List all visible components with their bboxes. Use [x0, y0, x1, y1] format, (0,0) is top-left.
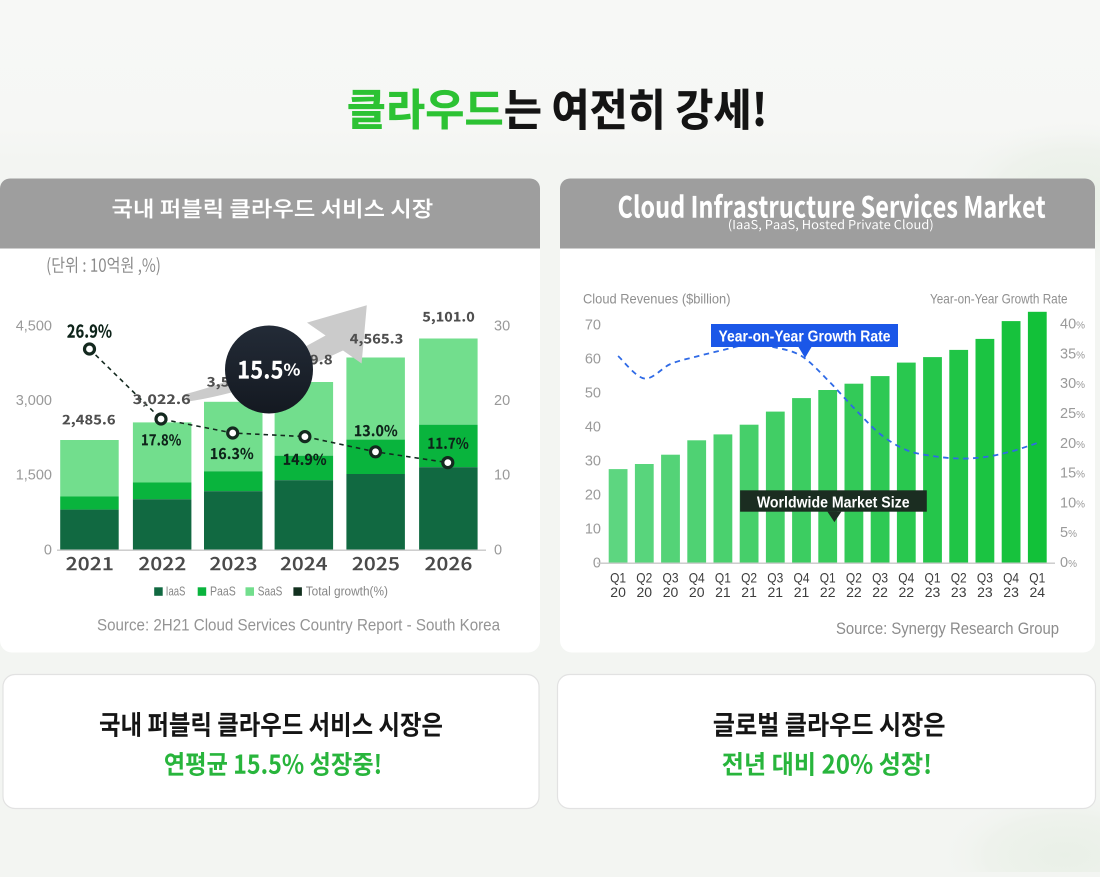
svg-text:Q1: Q1 [610, 569, 626, 585]
svg-text:Cloud Revenues ($billion): Cloud Revenues ($billion) [583, 291, 731, 307]
svg-text:Year-on-Year Growth Rate: Year-on-Year Growth Rate [930, 291, 1068, 307]
svg-text:IaaS: IaaS [166, 583, 186, 598]
svg-text:Total growth(%): Total growth(%) [306, 583, 388, 598]
svg-text:Q1: Q1 [925, 569, 941, 585]
svg-text:20: 20 [610, 584, 626, 600]
svg-text:PaaS: PaaS [210, 583, 236, 598]
svg-text:40%: 40% [1060, 317, 1085, 333]
svg-text:Q2: Q2 [741, 569, 757, 585]
svg-text:Q4: Q4 [898, 569, 914, 585]
svg-text:70: 70 [585, 318, 601, 334]
svg-text:25%: 25% [1060, 406, 1085, 422]
svg-text:Q1: Q1 [715, 569, 731, 585]
svg-text:10%: 10% [1060, 495, 1085, 511]
svg-text:30: 30 [494, 318, 510, 334]
svg-text:Worldwide Market Size: Worldwide Market Size [757, 495, 910, 512]
svg-text:5%: 5% [1060, 525, 1077, 541]
svg-text:3,000: 3,000 [16, 393, 52, 409]
svg-text:23: 23 [1003, 584, 1019, 600]
svg-text:60: 60 [585, 352, 601, 368]
svg-text:0: 0 [593, 556, 601, 572]
svg-text:0%: 0% [1060, 555, 1077, 571]
svg-text:23: 23 [977, 584, 993, 600]
svg-text:Q4: Q4 [794, 569, 810, 585]
svg-text:Q3: Q3 [872, 569, 888, 585]
svg-text:23: 23 [925, 584, 941, 600]
svg-text:22: 22 [899, 584, 915, 600]
svg-text:Year-on-Year Growth Rate: Year-on-Year Growth Rate [719, 329, 891, 346]
svg-text:21: 21 [741, 584, 757, 600]
svg-text:50: 50 [585, 386, 601, 402]
svg-text:20: 20 [689, 584, 705, 600]
svg-text:Q1: Q1 [820, 569, 836, 585]
svg-text:20: 20 [494, 393, 510, 409]
svg-text:Source: Synergy Research Group: Source: Synergy Research Group [836, 620, 1059, 638]
svg-text:30%: 30% [1060, 376, 1085, 392]
svg-text:22: 22 [846, 584, 862, 600]
svg-text:Q2: Q2 [636, 569, 652, 585]
svg-text:24: 24 [1030, 584, 1046, 600]
svg-text:10: 10 [494, 468, 510, 484]
svg-text:20: 20 [585, 488, 601, 504]
svg-text:Q3: Q3 [977, 569, 993, 585]
svg-text:30: 30 [585, 454, 601, 470]
svg-text:0: 0 [44, 542, 52, 558]
svg-text:21: 21 [768, 584, 784, 600]
svg-text:22: 22 [820, 584, 836, 600]
svg-text:0: 0 [494, 542, 502, 558]
svg-text:Q2: Q2 [951, 569, 967, 585]
svg-text:Q4: Q4 [1003, 569, 1019, 585]
svg-text:Q3: Q3 [767, 569, 783, 585]
svg-text:Q1: Q1 [1029, 569, 1045, 585]
svg-text:22: 22 [872, 584, 888, 600]
svg-text:4,500: 4,500 [16, 318, 52, 334]
svg-text:SaaS: SaaS [258, 583, 283, 598]
svg-text:40: 40 [585, 420, 601, 436]
svg-text:15%: 15% [1060, 466, 1085, 482]
svg-text:20%: 20% [1060, 436, 1085, 452]
svg-text:Q3: Q3 [663, 569, 679, 585]
svg-text:21: 21 [794, 584, 810, 600]
svg-text:23: 23 [951, 584, 967, 600]
svg-text:21: 21 [715, 584, 731, 600]
svg-text:10: 10 [585, 522, 601, 538]
svg-text:1,500: 1,500 [16, 468, 52, 484]
svg-text:35%: 35% [1060, 346, 1085, 362]
svg-text:20: 20 [637, 584, 653, 600]
svg-text:Source: 2H21 Cloud Services Co: Source: 2H21 Cloud Services Country Repo… [97, 617, 501, 635]
svg-text:20: 20 [663, 584, 679, 600]
svg-text:Q4: Q4 [689, 569, 705, 585]
svg-text:Q2: Q2 [846, 569, 862, 585]
